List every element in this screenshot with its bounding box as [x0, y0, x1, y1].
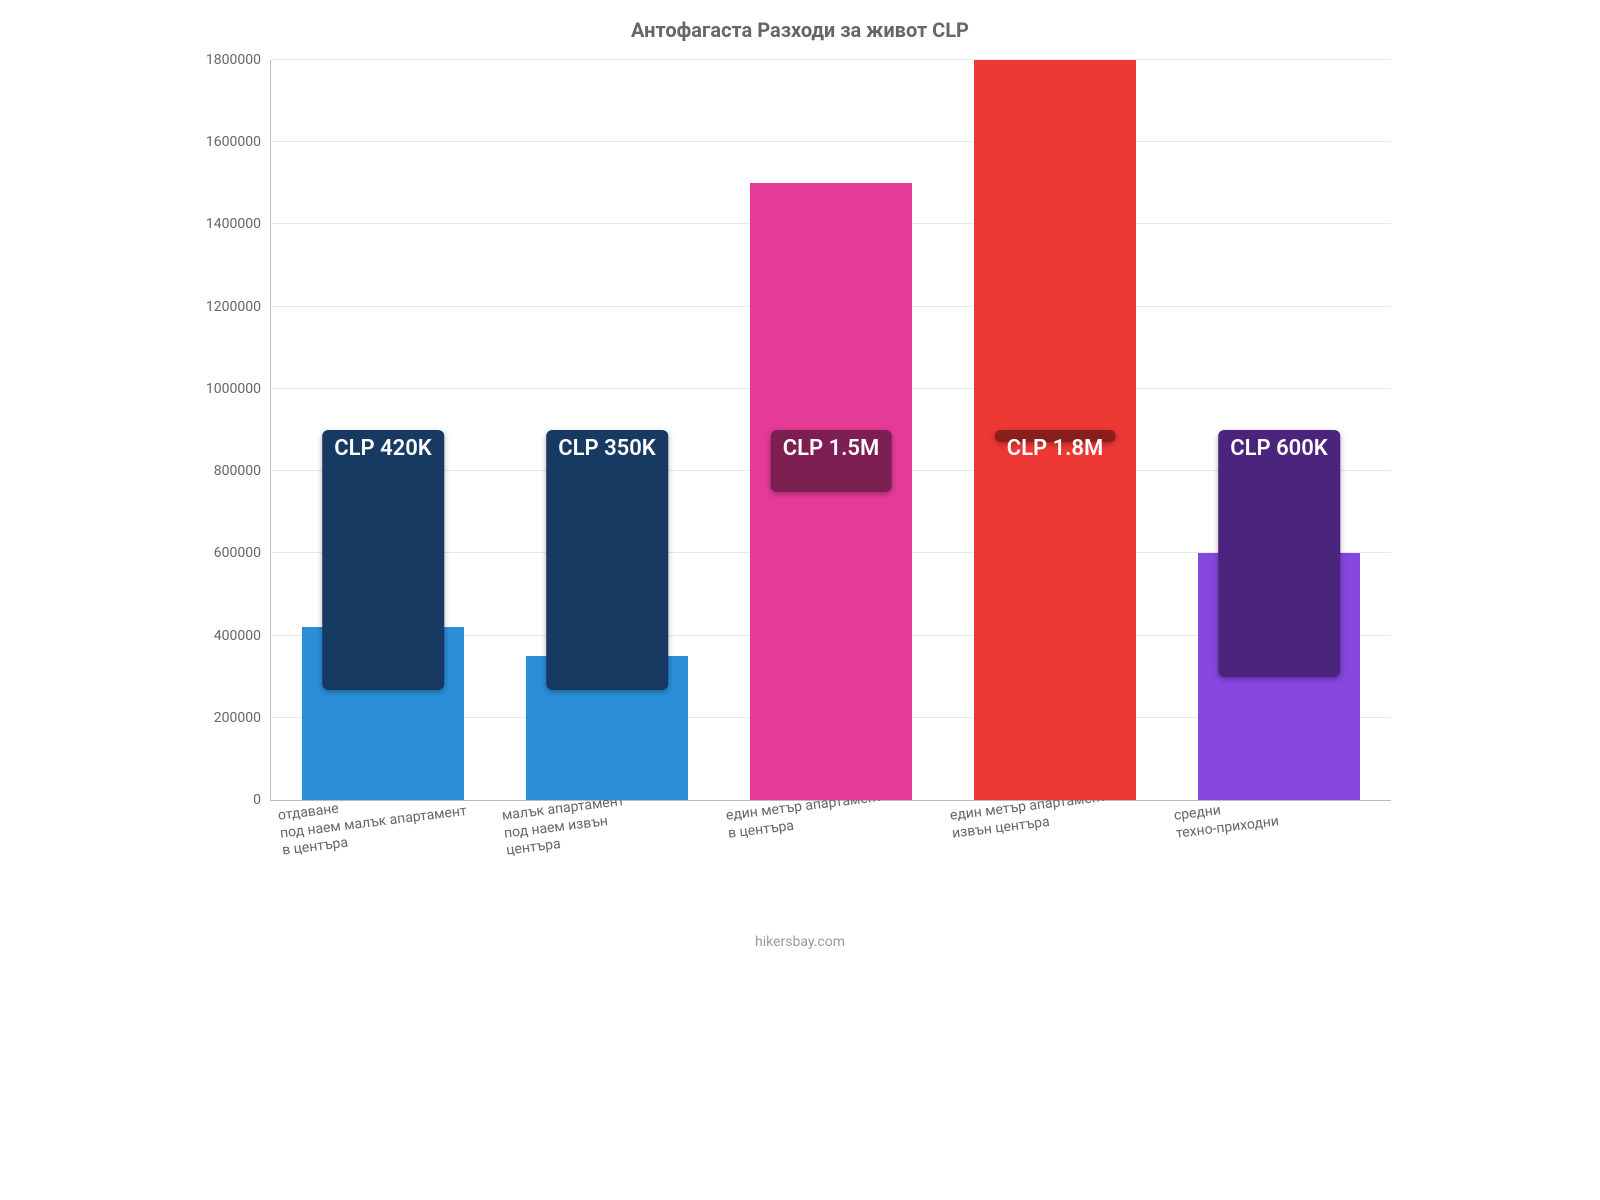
y-tick-label: 1600000: [206, 134, 271, 150]
y-tick-label: 200000: [214, 710, 271, 726]
chart-title: Антофагаста Разходи за живот CLP: [160, 0, 1440, 42]
bar-value-label: CLP 350K: [546, 430, 668, 690]
y-tick-label: 1000000: [206, 381, 271, 397]
plot-area: отдаване под наем малък апартамент в цен…: [270, 60, 1391, 801]
bar-chart: Антофагаста Разходи за живот CLP отдаван…: [160, 0, 1440, 960]
y-tick-label: 1200000: [206, 299, 271, 315]
y-gridline: [271, 141, 1391, 142]
x-tick-label: малък апартамент под наем извън центъра: [501, 793, 630, 860]
y-tick-label: 1800000: [206, 52, 271, 68]
x-tick-label: средни техно-приходни: [1173, 795, 1280, 842]
bar-value-label: CLP 1.5M: [771, 430, 892, 492]
y-tick-label: 0: [253, 792, 271, 808]
y-gridline: [271, 59, 1391, 60]
bar-value-label: CLP 420K: [322, 430, 444, 690]
bar-value-label: CLP 600K: [1218, 430, 1340, 677]
y-tick-label: 1400000: [206, 216, 271, 232]
bar-value-label: CLP 1.8M: [995, 430, 1116, 442]
bar: [750, 183, 911, 800]
y-tick-label: 400000: [214, 628, 271, 644]
y-tick-label: 800000: [214, 463, 271, 479]
y-tick-label: 600000: [214, 545, 271, 561]
source-credit: hikersbay.com: [160, 934, 1440, 950]
